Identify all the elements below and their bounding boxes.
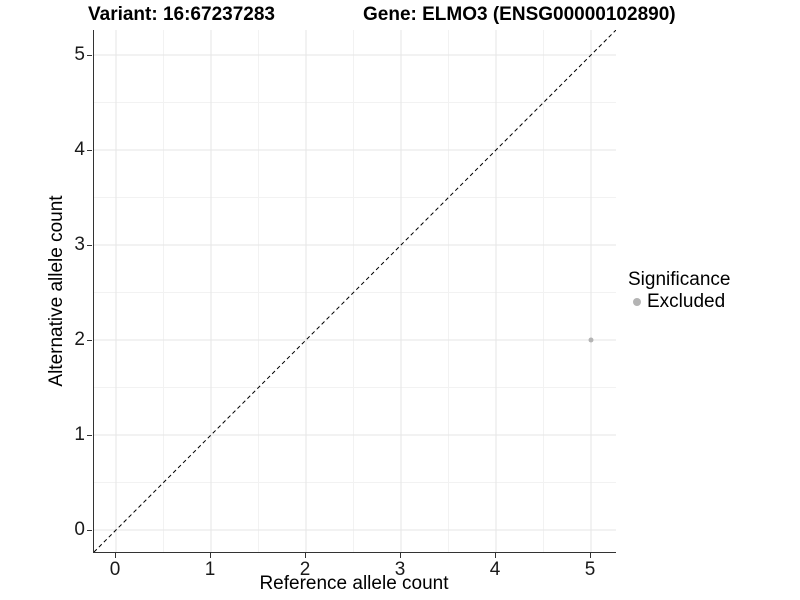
y-axis-tick bbox=[87, 54, 92, 56]
data-point bbox=[588, 337, 594, 343]
x-axis-tick-label: 4 bbox=[489, 559, 501, 580]
x-axis-tick-label: 5 bbox=[584, 559, 596, 580]
x-axis-tick bbox=[209, 553, 211, 558]
legend-title: Significance bbox=[628, 269, 731, 290]
plot-panel bbox=[93, 30, 616, 553]
y-axis-tick bbox=[87, 529, 92, 531]
x-axis-tick bbox=[589, 553, 591, 558]
y-axis-tick-label: 0 bbox=[74, 519, 85, 540]
variant-title: Variant: 16:67237283 bbox=[88, 4, 275, 25]
x-axis-tick-label: 2 bbox=[299, 559, 311, 580]
gene-title: Gene: ELMO3 (ENSG00000102890) bbox=[363, 4, 676, 25]
x-axis-tick bbox=[304, 553, 306, 558]
identity-line bbox=[94, 30, 616, 552]
legend: Significance Excluded bbox=[626, 269, 730, 312]
x-axis-title: Reference allele count bbox=[259, 573, 449, 594]
x-axis-tick-label: 0 bbox=[109, 559, 121, 580]
y-axis-tick-label: 2 bbox=[74, 329, 85, 350]
y-axis-tick-label: 3 bbox=[74, 234, 85, 255]
y-axis-tick bbox=[87, 149, 92, 151]
plot-canvas bbox=[94, 30, 616, 552]
legend-item-excluded: Excluded bbox=[626, 291, 730, 312]
y-axis-tick-label: 5 bbox=[74, 44, 85, 65]
x-axis-tick-label: 3 bbox=[394, 559, 406, 580]
legend-item-label: Excluded bbox=[647, 291, 726, 312]
x-axis-tick bbox=[399, 553, 401, 558]
x-axis-tick-label: 1 bbox=[204, 559, 216, 580]
y-axis-tick bbox=[87, 244, 92, 246]
y-axis-tick-label: 4 bbox=[74, 139, 85, 160]
y-axis-title: Alternative allele count bbox=[46, 195, 67, 387]
y-axis-tick bbox=[87, 339, 92, 341]
y-axis-tick bbox=[87, 434, 92, 436]
x-axis-tick bbox=[494, 553, 496, 558]
excluded-point-icon bbox=[633, 297, 641, 306]
y-axis-tick-label: 1 bbox=[74, 424, 85, 445]
x-axis-tick bbox=[114, 553, 116, 558]
